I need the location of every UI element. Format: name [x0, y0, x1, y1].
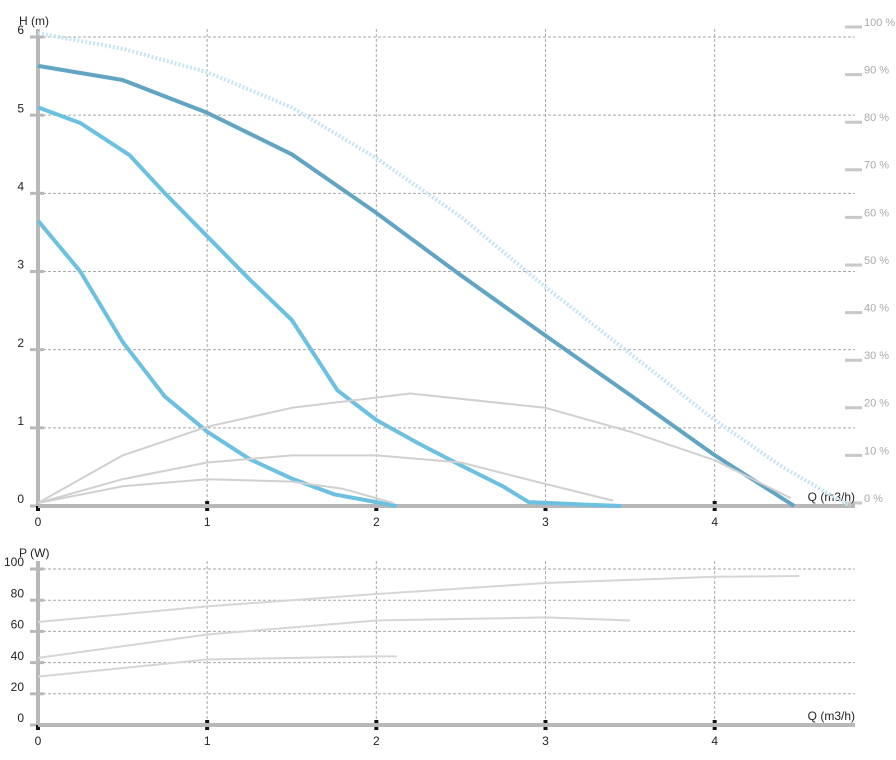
series-line	[37, 454, 614, 504]
x-tick-label: 0	[35, 734, 42, 748]
y-tick-label: 0	[17, 711, 24, 725]
x-tick-label: 3	[542, 734, 549, 748]
y-tick-label: 1	[17, 414, 24, 428]
y-tick-label: 20	[11, 680, 25, 694]
y-axis-title: P (W)	[19, 546, 49, 560]
y-tick-label: 40	[11, 649, 25, 663]
y-tick-label: 2	[17, 336, 24, 350]
y2-tick-label: 70 %	[864, 160, 889, 172]
y-tick-label: 60	[11, 618, 25, 632]
series-line	[37, 105, 622, 508]
series-line	[37, 616, 631, 659]
y2-tick-label: 10 %	[864, 445, 889, 457]
x-axis-title: Q (m3/h)	[808, 490, 855, 504]
x-tick-label: 3	[542, 515, 549, 529]
y2-tick-label: 80 %	[864, 112, 889, 124]
y2-tick-label: 0 %	[864, 493, 883, 505]
series-line	[37, 31, 852, 508]
y2-tick-label: 60 %	[864, 207, 889, 219]
x-tick-label: 4	[711, 734, 718, 748]
y2-tick-label: 20 %	[864, 398, 889, 410]
series-line	[37, 63, 796, 508]
x-tick-label: 1	[204, 734, 211, 748]
y-tick-label: 4	[17, 180, 24, 194]
series-line	[36, 219, 397, 508]
y-tick-label: 6	[17, 23, 24, 37]
y2-tick-label: 40 %	[864, 303, 889, 315]
x-axis-title: Q (m3/h)	[808, 709, 855, 723]
x-tick-label: 4	[711, 515, 718, 529]
y-tick-label: 3	[17, 258, 24, 272]
x-tick-label: 1	[204, 515, 211, 529]
y-tick-label: 100	[4, 555, 24, 569]
y-axis-title: H (m)	[19, 14, 49, 28]
y2-tick-label: 90 %	[864, 65, 889, 77]
y2-tick-label: 50 %	[864, 255, 889, 267]
x-tick-label: 0	[35, 515, 42, 529]
y2-tick-label: 100 %	[864, 17, 895, 29]
series-line	[37, 575, 800, 623]
series-line	[37, 655, 397, 678]
y-tick-label: 80	[11, 586, 25, 600]
y-tick-label: 0	[17, 492, 24, 506]
series-line	[37, 478, 394, 504]
x-tick-label: 2	[373, 734, 380, 748]
y2-tick-label: 30 %	[864, 350, 889, 362]
x-tick-label: 2	[373, 515, 380, 529]
y-tick-label: 5	[17, 101, 24, 115]
series-line	[37, 392, 792, 504]
